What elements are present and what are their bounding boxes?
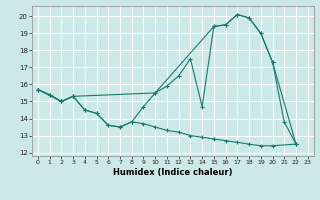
X-axis label: Humidex (Indice chaleur): Humidex (Indice chaleur) [113,168,233,177]
